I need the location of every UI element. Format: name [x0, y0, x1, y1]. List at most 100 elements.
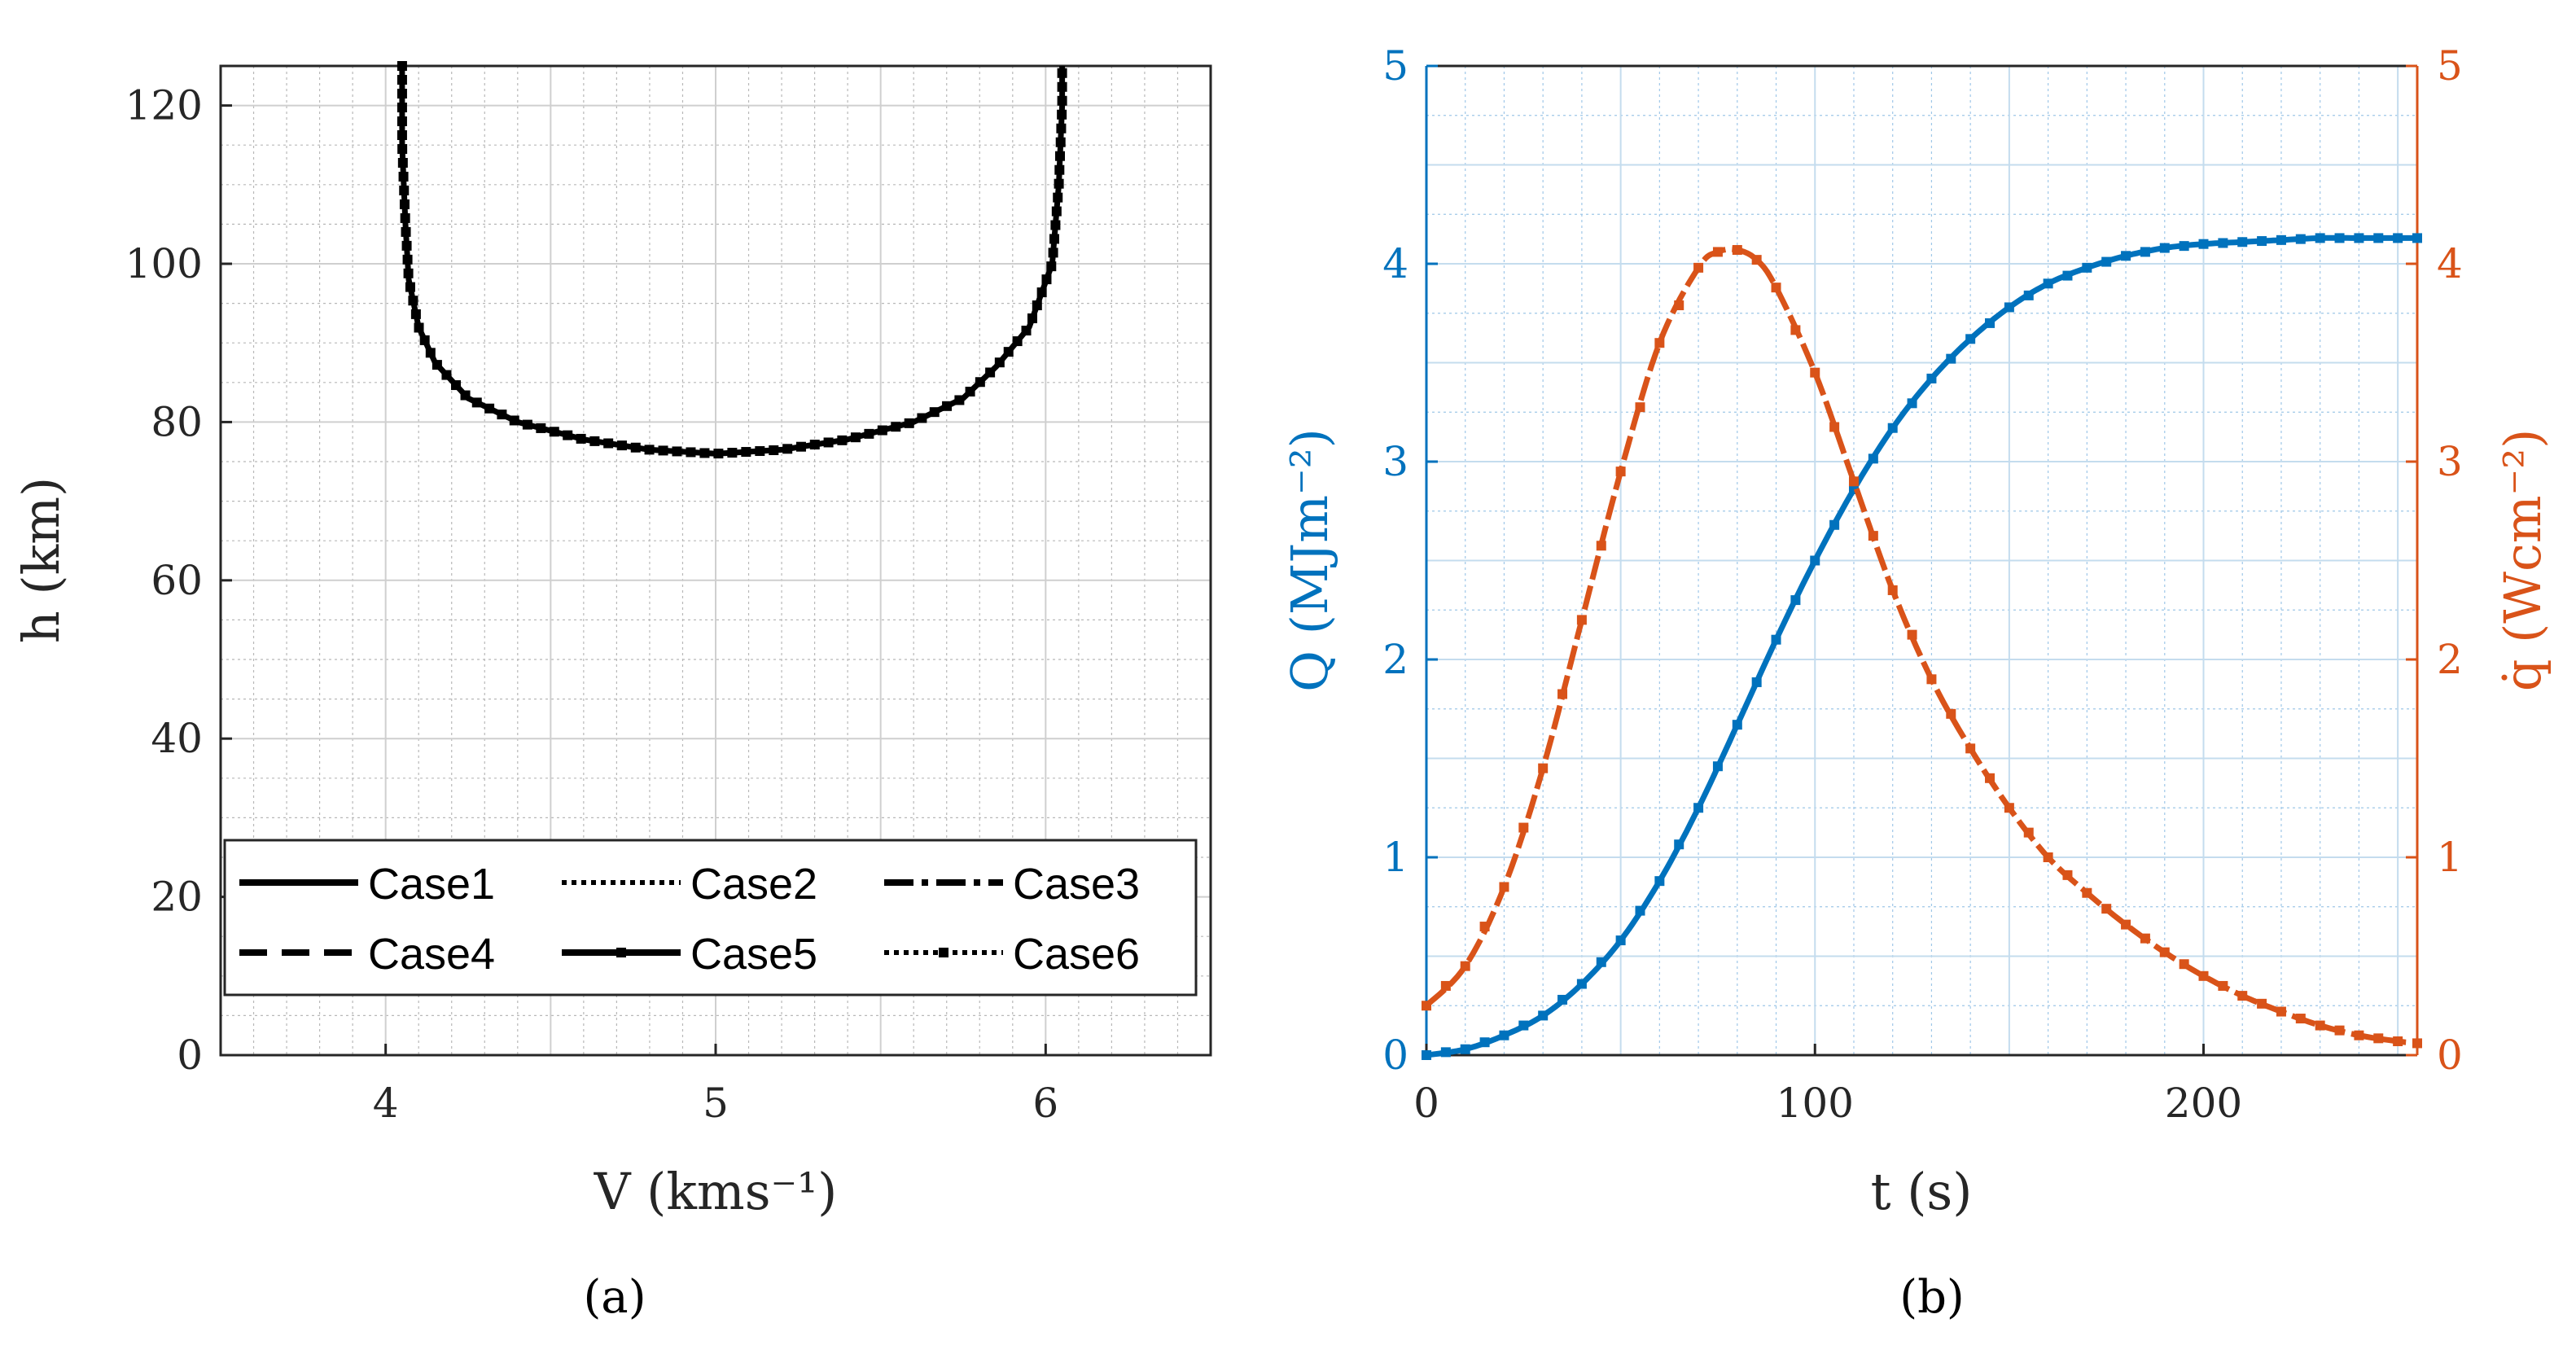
- qdot-marker: [2354, 1030, 2364, 1040]
- trajectory-marker: [509, 415, 519, 426]
- qdot-marker: [1654, 338, 1665, 348]
- legend-label-case3: Case3: [1013, 860, 1140, 909]
- trajectory-marker: [1041, 274, 1052, 285]
- qdot-marker: [1712, 247, 1723, 257]
- panel-a-series: [396, 61, 1067, 459]
- Q-marker: [2334, 233, 2345, 243]
- trajectory-marker: [403, 268, 414, 278]
- qdot-marker: [2334, 1025, 2345, 1036]
- Q-marker: [2276, 234, 2286, 245]
- trajectory-marker: [904, 418, 914, 428]
- panel-a-legend: Case1 Case2 Case3 Case4 Case5: [223, 839, 1198, 997]
- Q-marker: [2315, 233, 2325, 243]
- Q-marker: [1965, 334, 1976, 344]
- trajectory-marker: [965, 387, 975, 397]
- b-right-tick-label: 3: [2437, 438, 2463, 485]
- b-left-tick-label: 0: [1382, 1032, 1408, 1079]
- panel-b-right-axis-label: q̇ (Wcm⁻²): [2493, 429, 2552, 692]
- panel-a-x-axis-label: V (kms⁻¹): [594, 1162, 838, 1221]
- Q-marker: [2295, 234, 2306, 244]
- trajectory-marker: [1055, 137, 1066, 147]
- a-y-tick-label: 120: [125, 82, 203, 129]
- trajectory-marker: [399, 185, 410, 195]
- Q-marker: [2179, 241, 2189, 252]
- trajectory-marker: [686, 447, 696, 458]
- qdot-marker: [1965, 743, 1976, 754]
- Q-marker: [2237, 237, 2248, 248]
- qdot-marker: [2043, 852, 2053, 862]
- qdot-marker: [1440, 980, 1451, 991]
- a-x-tick-label: 5: [703, 1080, 729, 1127]
- Q-marker: [1460, 1044, 1470, 1054]
- trajectory-marker: [1032, 300, 1042, 311]
- trajectory-marker: [644, 445, 655, 455]
- trajectory-marker: [414, 322, 424, 333]
- Q-marker: [1518, 1020, 1529, 1031]
- Q-marker: [2354, 233, 2364, 243]
- trajectory-marker: [630, 442, 641, 453]
- Q-marker: [2412, 233, 2422, 243]
- b-x-tick-label: 0: [1413, 1080, 1439, 1127]
- trajectory-marker: [1055, 151, 1066, 161]
- trajectory-marker: [1057, 109, 1067, 120]
- Q-marker: [1596, 957, 1606, 967]
- legend-entry-case1: Case1: [239, 860, 495, 909]
- trajectory-marker: [397, 157, 408, 168]
- legend-box: [223, 839, 1198, 997]
- trajectory-marker: [536, 423, 546, 433]
- Q-marker: [1712, 761, 1723, 772]
- legend-marker-case6: [939, 948, 948, 957]
- qdot-marker: [2218, 980, 2228, 991]
- panel-b-major-grid: [1426, 65, 2417, 1056]
- trajectory-marker: [699, 448, 710, 458]
- Q-marker: [1829, 519, 1840, 530]
- Q-marker: [1576, 979, 1587, 989]
- a-y-tick-label: 20: [151, 874, 203, 921]
- qdot-marker: [1576, 615, 1587, 625]
- Q-marker: [1635, 905, 1645, 916]
- trajectory-marker: [451, 380, 462, 391]
- qdot-marker: [1810, 367, 1820, 378]
- qdot-marker: [2315, 1020, 2325, 1031]
- trajectory-marker: [1053, 192, 1063, 203]
- Q-marker: [2393, 233, 2403, 243]
- Q-marker: [1538, 1010, 1549, 1021]
- trajectory-marker: [809, 440, 820, 450]
- Q-marker: [1422, 1050, 1431, 1060]
- qdot-marker: [2159, 947, 2170, 957]
- b-x-tick-label: 100: [1776, 1080, 1854, 1127]
- qdot-marker: [1985, 773, 1996, 783]
- qdot-marker: [1946, 708, 1956, 719]
- trajectory-marker: [891, 422, 901, 432]
- trajectory-marker: [727, 448, 738, 458]
- trajectory-marker: [1012, 336, 1023, 347]
- legend-label-case2: Case2: [690, 860, 817, 909]
- a-y-tick-label: 40: [151, 715, 203, 762]
- trajectory-marker: [563, 430, 573, 440]
- Q-marker: [2082, 262, 2092, 273]
- qdot-marker: [2393, 1036, 2403, 1046]
- trajectory-marker: [419, 335, 430, 345]
- qdot-marker: [1848, 476, 1859, 487]
- trajectory-marker: [410, 309, 421, 319]
- Q-marker: [1615, 935, 1626, 946]
- Q-marker: [2218, 238, 2228, 248]
- trajectory-marker: [603, 438, 614, 449]
- b-right-tick-label: 1: [2437, 834, 2463, 881]
- qdot-marker: [1771, 283, 1781, 293]
- Q-marker: [1810, 555, 1820, 566]
- trajectory-marker: [741, 447, 751, 458]
- b-right-tick-label: 2: [2437, 636, 2463, 683]
- qdot-marker: [2237, 991, 2248, 1001]
- Q-marker: [1693, 803, 1704, 813]
- trajectory-marker: [1056, 123, 1067, 134]
- trajectory-marker: [398, 171, 409, 182]
- qdot-marker: [1479, 922, 1490, 932]
- a-y-tick-label: 100: [125, 240, 203, 287]
- trajectory-marker: [396, 75, 407, 85]
- trajectory-marker: [400, 212, 410, 223]
- trajectory-marker: [460, 390, 471, 401]
